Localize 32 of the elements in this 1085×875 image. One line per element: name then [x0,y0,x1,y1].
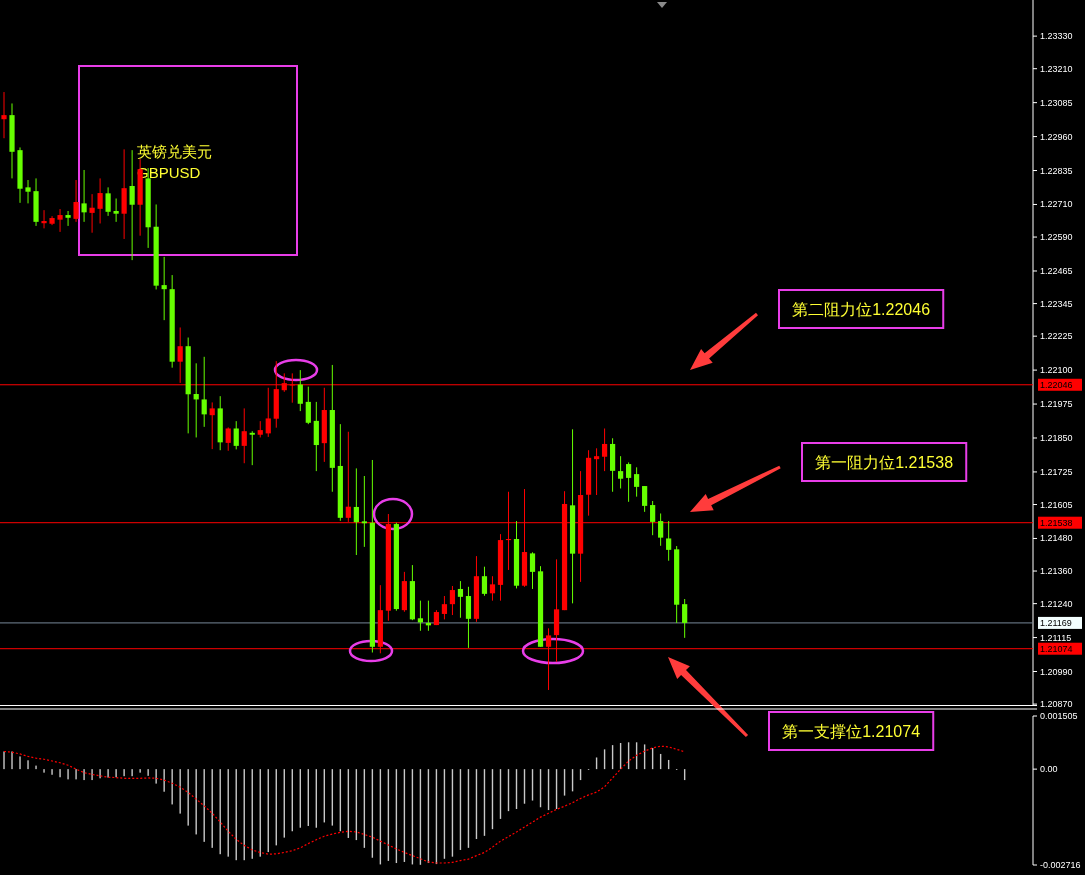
y-tick-label: 0.00 [1040,764,1058,775]
y-tick-label: 1.20870 [1040,699,1073,710]
annotation: 第一支撑位1.21074 [782,722,921,740]
y-tick-label: 1.21240 [1040,598,1073,609]
y-tick-label: 1.22225 [1040,331,1073,342]
y-tick-label: 1.21850 [1040,432,1073,443]
y-tick-label: 1.21115 [1040,632,1072,643]
y-tick-label: 1.22835 [1040,165,1073,176]
ref-line-label: 1.21538 [1040,517,1073,528]
y-tick-label: 1.22100 [1040,365,1073,376]
annotation: 第一阻力位1.21538 [815,453,954,471]
y-tick-label: 1.22710 [1040,199,1073,210]
y-tick-label: 1.22590 [1040,232,1073,243]
y-tick-label: -0.002716 [1040,860,1081,870]
annotation: 第二阻力位1.22046 [792,300,931,318]
y-tick-label: 1.22960 [1040,131,1073,142]
ref-line-label: 1.22046 [1040,379,1073,390]
y-tick-label: 1.21725 [1040,466,1073,477]
y-tick-label: 1.21605 [1040,499,1073,510]
y-tick-label: 1.21360 [1040,566,1073,577]
y-tick-label: 1.20990 [1040,666,1073,677]
ref-line-label: 1.21074 [1040,643,1073,654]
y-tick-label: 1.21975 [1040,399,1073,410]
y-tick-label: 1.22345 [1040,298,1073,309]
y-tick-label: 1.23210 [1040,63,1073,74]
y-tick-label: 1.23330 [1040,31,1073,42]
y-tick-label: 1.21480 [1040,533,1073,544]
y-tick-label: 0.001505 [1040,711,1078,721]
y-tick-label: 1.23085 [1040,97,1073,108]
y-tick-label: 1.22465 [1040,266,1073,276]
ref-line-label: 1.21169 [1040,617,1072,628]
text: 英镑兑美元 [137,142,212,160]
